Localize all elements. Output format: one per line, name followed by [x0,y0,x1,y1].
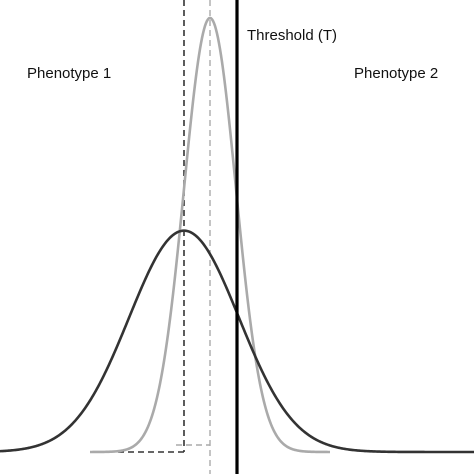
narrow-distribution-curve [90,16,330,454]
phenotype-2-label: Phenotype 2 [354,65,438,82]
threshold-label: Threshold (T) [247,27,337,44]
phenotype-1-label: Phenotype 1 [27,65,111,82]
